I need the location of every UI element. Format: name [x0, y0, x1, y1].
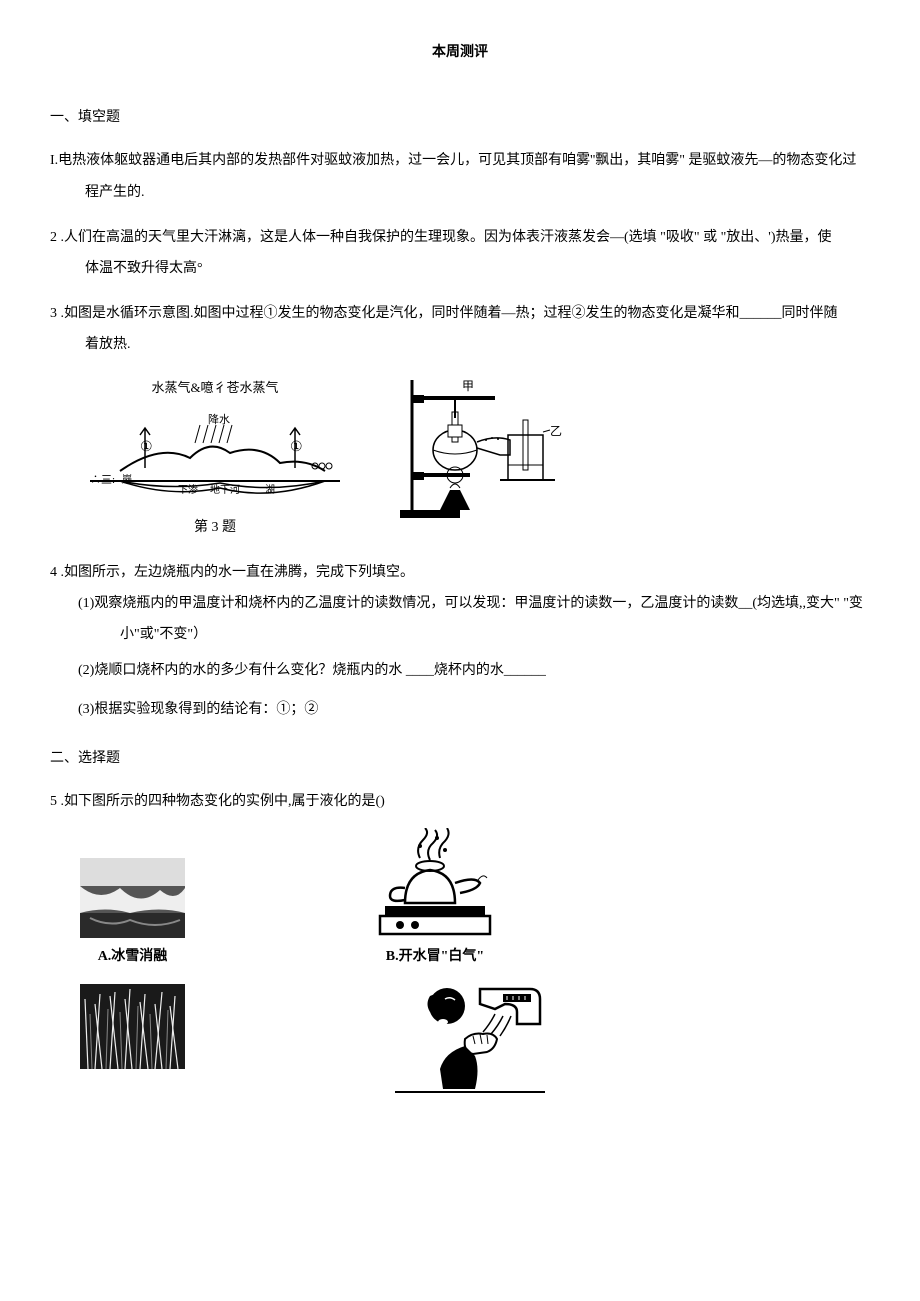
q4-sub1a: (1)观察烧瓶内的甲温度计和烧杯内的乙温度计的读数情况，可以发现：甲温度计的读数…	[50, 591, 870, 616]
q4-sub3: (3)根据实验现象得到的结论有：①；②	[50, 697, 870, 722]
q2-line1: 2 .人们在高温的天气里大汗淋漓，这是人体一种自我保护的生理现象。因为体表汗液蒸…	[50, 225, 870, 250]
q3-fig1-caption-above: 水蒸气&噫彳苍水蒸气	[151, 376, 278, 399]
arrow1-label: ①	[140, 440, 153, 455]
q5-option-row2	[80, 984, 870, 1094]
q2-num: 2	[50, 230, 57, 245]
q1-line2: 程产生的.	[50, 180, 870, 205]
q4-sub2: (2)烧顺口烧杯内的水的多少有什么变化？烧瓶内的水 ____烧杯内的水_____…	[50, 658, 870, 683]
question-3: 3 .如图是水循环示意图.如图中过程①发生的物态变化是汽化，同时伴随着—热；过程…	[50, 301, 870, 540]
kettle-steam-icon	[365, 828, 505, 938]
q5-optC	[80, 984, 185, 1069]
q5-optB: B.开水冒"白气"	[365, 828, 505, 969]
q5-optB-caption: B.开水冒"白气"	[386, 944, 484, 969]
q3-line2: 着放热.	[50, 332, 870, 357]
q5-optA-caption: A.冰雪消融	[98, 944, 168, 969]
page-title: 本周测评	[50, 40, 870, 65]
q4-line1: 4 .如图所示，左边烧瓶内的水一直在沸腾，完成下列填空。	[50, 560, 870, 585]
q3-fig1-label-below: 第 3 题	[194, 515, 236, 540]
q5-text: .如下图所示的四种物态变化的实例中,属于液化的是()	[61, 794, 385, 809]
q1-text-a: 电热液体躯蚊器通电后其内部的发热部件对驱蚊液加热，过一会儿，可见其顶部有咱雾''…	[58, 153, 856, 168]
q1-line1: I.电热液体躯蚊器通电后其内部的发热部件对驱蚊液加热，过一会儿，可见其顶部有咱雾…	[50, 148, 870, 173]
q3-figure2-col: 甲 乙	[400, 380, 570, 520]
section1-heading: 一、填空题	[50, 105, 870, 130]
left-dots: ∴三:	[90, 474, 115, 486]
ice-melting-icon	[80, 858, 185, 938]
yi-label: 乙	[550, 424, 562, 438]
section2-heading: 二、选择题	[50, 746, 870, 771]
jia-label: 甲	[462, 380, 474, 393]
q4-text-a: .如图所示，左边烧瓶内的水一直在沸腾，完成下列填空。	[61, 565, 415, 580]
question-2: 2 .人们在高温的天气里大汗淋漓，这是人体一种自我保护的生理现象。因为体表汗液蒸…	[50, 225, 870, 281]
q5-optD	[395, 984, 545, 1094]
q1-num: I.	[50, 153, 58, 168]
ground-label: 下渗	[178, 483, 198, 496]
q3-figure1-col: 水蒸气&噫彳苍水蒸气 降水 ① ① ∴三:	[90, 376, 340, 541]
question-4: 4 .如图所示，左边烧瓶内的水一直在沸腾，完成下列填空。 (1)观察烧瓶内的甲温…	[50, 560, 870, 722]
q3-line1: 3 .如图是水循环示意图.如图中过程①发生的物态变化是汽化，同时伴随着—热；过程…	[50, 301, 870, 326]
arrow2-label: ①	[290, 440, 303, 455]
q3-num: 3	[50, 306, 57, 321]
river-label: 地下河	[210, 483, 240, 496]
water-cycle-diagram: 降水 ① ① ∴三: 巖 下渗	[90, 403, 340, 513]
frost-grass-icon	[80, 984, 185, 1069]
hand-dryer-icon	[395, 984, 545, 1094]
q2-text-a: .人们在高温的天气里大汗淋漓，这是人体一种自我保护的生理现象。因为体表汗液蒸发会…	[61, 230, 832, 245]
question-1: I.电热液体躯蚊器通电后其内部的发热部件对驱蚊液加热，过一会儿，可见其顶部有咱雾…	[50, 148, 870, 204]
left-char: 巖	[122, 473, 132, 486]
q5-num: 5	[50, 794, 57, 809]
boiling-apparatus-diagram: 甲 乙	[400, 380, 570, 520]
q2-line2: 体温不致升得太高°	[50, 256, 870, 281]
q3-text-a: .如图是水循环示意图.如图中过程①发生的物态变化是汽化，同时伴随着—热；过程②发…	[61, 306, 838, 321]
q5-option-row1: A.冰雪消融 B.开水冒"白气"	[80, 828, 870, 969]
q4-num: 4	[50, 565, 57, 580]
rain-label: 降水	[208, 412, 230, 426]
q5-optA: A.冰雪消融	[80, 858, 185, 969]
q4-sub1b: 小"或"不变"）	[50, 622, 870, 647]
lake-label: 湖	[265, 484, 275, 496]
question-5: 5 .如下图所示的四种物态变化的实例中,属于液化的是() A.冰雪消融	[50, 789, 870, 1093]
q3-figure-row: 水蒸气&噫彳苍水蒸气 降水 ① ① ∴三:	[90, 376, 870, 541]
q5-line1: 5 .如下图所示的四种物态变化的实例中,属于液化的是()	[50, 789, 870, 814]
